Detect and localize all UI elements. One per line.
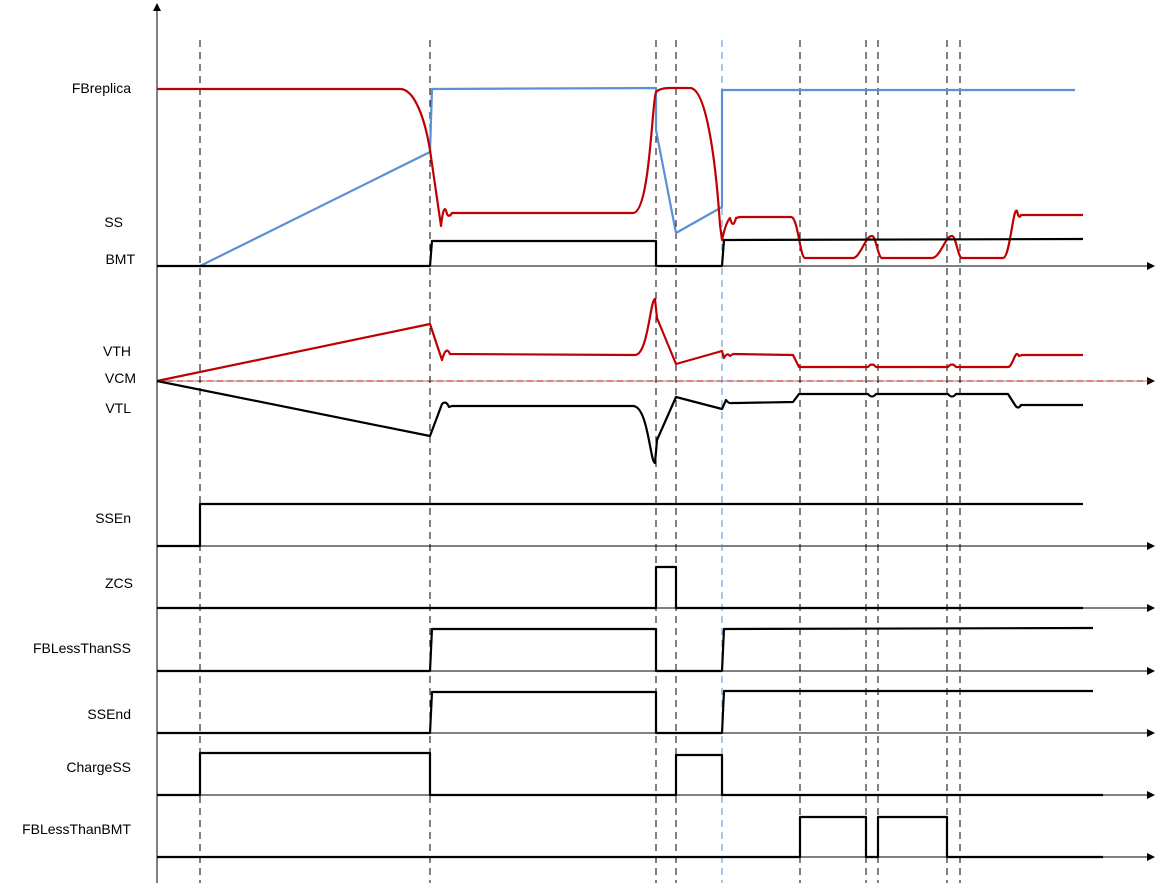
ss-waveform [199, 86, 1075, 267]
ssen-waveform [157, 502, 1083, 548]
fbreplica-waveform [157, 86, 1083, 260]
label-ss: SS [104, 214, 123, 230]
label-ssen: SSEn [95, 510, 131, 526]
label-fblessthanbmt: FBLessThanBMT [22, 821, 131, 837]
fblessthanbmt-waveform [157, 815, 1103, 859]
label-vth: VTH [103, 343, 131, 359]
bmt-waveform [157, 237, 1084, 268]
label-fbreplica: FBreplica [71, 80, 131, 96]
label-ssend: SSEnd [87, 706, 131, 722]
zcs-waveform [157, 565, 1083, 610]
fblessthanss-waveform [157, 626, 1094, 673]
label-zcs: ZCS [105, 575, 133, 591]
time-markers [199, 40, 961, 883]
label-vcm: VCM [104, 370, 136, 386]
chargess-waveform [157, 751, 1103, 797]
label-fblessthanss: FBLessThanSS [32, 640, 131, 656]
label-bmt: BMT [105, 251, 135, 267]
label-chargess: ChargeSS [66, 759, 131, 775]
label-vtl: VTL [105, 400, 131, 416]
ssend-waveform [157, 689, 1093, 735]
vtl-waveform [156, 379, 1083, 465]
vth-waveform [156, 297, 1083, 383]
